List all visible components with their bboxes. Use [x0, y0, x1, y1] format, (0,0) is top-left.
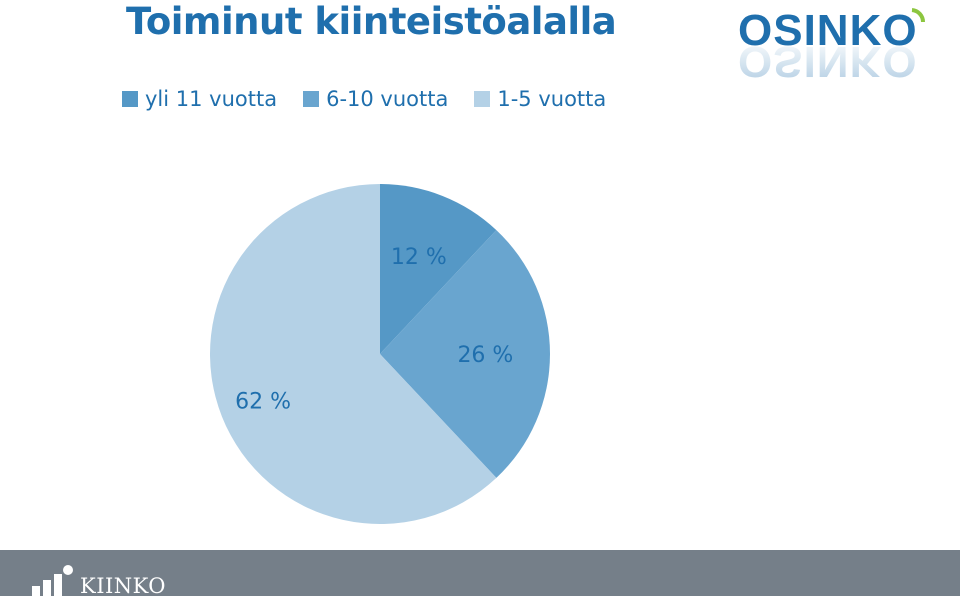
osinko-logo-text: OSINKO [738, 6, 918, 55]
osinko-logo: OSINKO OSINKO [738, 6, 926, 86]
legend-swatch-1-5 [474, 91, 491, 107]
pie-label-1-5: 62 % [235, 389, 291, 414]
page-title: Toiminut kiinteistöalalla [126, 0, 617, 43]
footer-bar: KIINKO [0, 550, 960, 598]
legend-label-yli-11: yli 11 vuotta [145, 87, 278, 111]
legend-swatch-yli-11 [122, 91, 138, 107]
pie-slice-6-10 [380, 230, 550, 478]
pie-slice-1-5 [209, 184, 497, 524]
legend-label-6-10: 6-10 vuotta [326, 87, 449, 111]
kiinko-bars-icon [32, 565, 73, 596]
legend-swatch-6-10 [303, 91, 320, 107]
pie-label-yli-11: 12 % [391, 245, 447, 270]
legend-item-1-5: 1-5 vuotta [474, 87, 606, 111]
pie-label-6-10: 26 % [457, 343, 513, 368]
legend-item-6-10: 6-10 vuotta [303, 87, 448, 111]
osinko-logo-reflection: OSINKO [738, 37, 918, 86]
chart-legend: yli 11 vuotta 6-10 vuotta 1-5 vuotta [122, 84, 606, 114]
kiinko-brand: KIINKO [80, 574, 166, 598]
legend-label-1-5: 1-5 vuotta [497, 87, 607, 111]
pie-slice-yli-11 [380, 184, 497, 354]
legend-item-yli-11: yli 11 vuotta [122, 87, 277, 111]
